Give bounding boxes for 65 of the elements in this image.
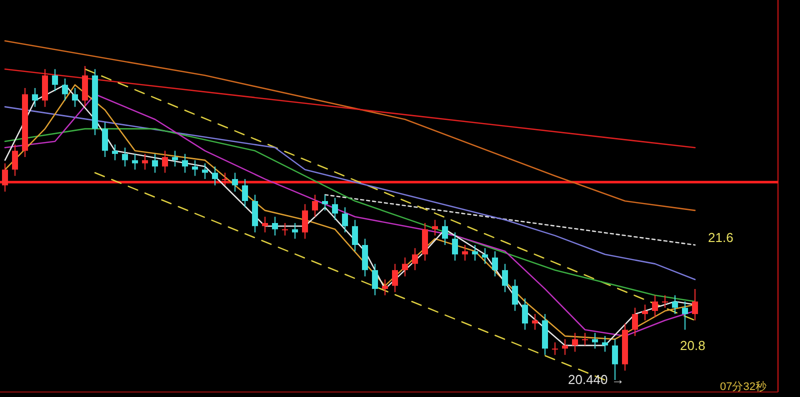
candlestick xyxy=(112,144,118,161)
candlestick xyxy=(562,338,568,356)
candlestick xyxy=(632,307,638,337)
text: 07分32秒 xyxy=(720,381,766,393)
annotation: 20.440 → xyxy=(568,372,624,387)
candlestick xyxy=(452,232,458,262)
candlestick xyxy=(602,336,608,352)
candlestick xyxy=(52,68,58,92)
candlestick xyxy=(72,87,78,108)
candlestick xyxy=(202,162,208,180)
candlestick xyxy=(332,197,338,220)
candlestick xyxy=(672,294,678,315)
candlestick xyxy=(472,244,478,262)
candlestick xyxy=(682,301,688,330)
candlestick xyxy=(532,314,538,330)
candlestick xyxy=(232,172,238,192)
candlestick xyxy=(372,263,378,296)
candlestick xyxy=(692,288,698,321)
candlestick xyxy=(552,342,558,356)
candlestick xyxy=(12,144,18,176)
candlestick xyxy=(32,87,38,108)
candlestick xyxy=(322,194,328,211)
candlestick xyxy=(432,219,438,236)
candlestick xyxy=(192,160,198,176)
candlestick xyxy=(162,150,168,174)
candlestick xyxy=(292,222,298,240)
candlestick xyxy=(102,122,108,158)
candlestick xyxy=(342,206,348,233)
candlestick xyxy=(412,248,418,271)
candlestick xyxy=(442,219,448,246)
candlestick xyxy=(152,153,158,174)
candlestick xyxy=(642,304,648,321)
candlestick xyxy=(392,263,398,293)
candlestick xyxy=(512,279,518,312)
candlestick xyxy=(212,166,218,186)
annotation: 20.8 xyxy=(680,338,706,353)
candlestick xyxy=(182,153,188,174)
candlestick xyxy=(662,294,668,308)
candlestick xyxy=(572,332,578,352)
candlestick xyxy=(482,248,488,264)
candlestick xyxy=(262,216,268,233)
candlestick xyxy=(2,162,8,192)
candlestick xyxy=(142,153,148,170)
candlestick xyxy=(402,257,408,277)
candlestick xyxy=(582,332,588,346)
candlestick xyxy=(242,178,248,208)
candlestick xyxy=(62,78,68,102)
candlestick xyxy=(592,332,598,350)
candlestick xyxy=(652,294,658,318)
candlestick xyxy=(302,204,308,240)
candlestick xyxy=(612,338,618,380)
candlestick xyxy=(382,279,388,296)
candlestick xyxy=(492,250,498,277)
candlestick xyxy=(172,150,178,167)
candlestick xyxy=(282,222,288,236)
candlestick xyxy=(132,153,138,170)
candlestick xyxy=(522,298,528,330)
candlestick xyxy=(222,172,228,186)
text: 21.6 xyxy=(708,230,734,245)
candlestick xyxy=(272,216,278,236)
candlestick xyxy=(122,147,128,167)
candlestick xyxy=(312,194,318,218)
candlestick xyxy=(352,219,358,252)
candlestick xyxy=(502,263,508,293)
candlestick xyxy=(462,244,468,262)
